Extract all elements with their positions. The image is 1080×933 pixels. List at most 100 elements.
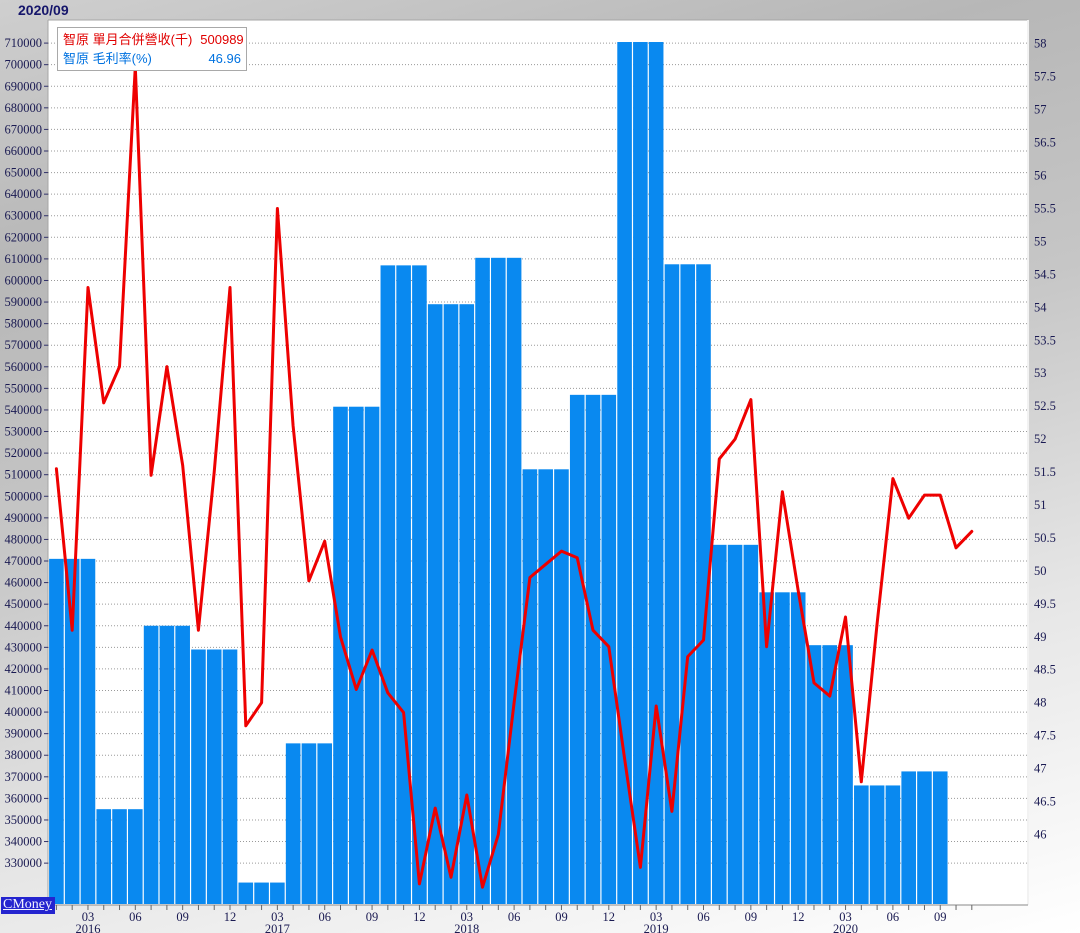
svg-text:600000: 600000 [5, 273, 43, 287]
svg-text:47: 47 [1034, 762, 1047, 776]
cmoney-watermark[interactable]: CMoney [1, 897, 55, 914]
svg-text:540000: 540000 [5, 403, 43, 417]
svg-text:460000: 460000 [5, 576, 43, 590]
svg-text:590000: 590000 [5, 295, 43, 309]
svg-text:03: 03 [839, 910, 852, 924]
svg-text:49: 49 [1034, 630, 1047, 644]
svg-text:700000: 700000 [5, 58, 43, 72]
svg-text:2019: 2019 [644, 922, 669, 933]
svg-text:340000: 340000 [5, 835, 43, 849]
svg-text:440000: 440000 [5, 619, 43, 633]
svg-text:530000: 530000 [5, 425, 43, 439]
svg-text:03: 03 [461, 910, 474, 924]
svg-text:510000: 510000 [5, 468, 43, 482]
svg-text:46: 46 [1034, 827, 1047, 841]
legend-margin-label: 智原 毛利率(%) [63, 51, 152, 66]
svg-text:57.5: 57.5 [1034, 70, 1056, 84]
svg-text:360000: 360000 [5, 791, 43, 805]
svg-text:09: 09 [366, 910, 379, 924]
svg-text:06: 06 [129, 910, 142, 924]
svg-text:380000: 380000 [5, 748, 43, 762]
svg-text:2018: 2018 [454, 922, 479, 933]
svg-text:46.5: 46.5 [1034, 795, 1056, 809]
svg-text:53: 53 [1034, 366, 1047, 380]
svg-text:680000: 680000 [5, 101, 43, 115]
svg-text:03: 03 [271, 910, 284, 924]
svg-text:50.5: 50.5 [1034, 531, 1056, 545]
svg-text:47.5: 47.5 [1034, 729, 1056, 743]
current-period-label: 2020/09 [18, 2, 69, 18]
svg-text:58: 58 [1034, 37, 1047, 51]
svg-text:650000: 650000 [5, 166, 43, 180]
legend-margin-value: 46.96 [208, 51, 241, 66]
svg-text:51: 51 [1034, 498, 1047, 512]
svg-text:09: 09 [176, 910, 189, 924]
plot-frame [47, 19, 1029, 905]
svg-text:2016: 2016 [75, 922, 100, 933]
svg-text:03: 03 [650, 910, 663, 924]
svg-text:640000: 640000 [5, 187, 43, 201]
legend-revenue-value: 500989 [200, 32, 244, 47]
svg-text:52: 52 [1034, 432, 1047, 446]
svg-text:54.5: 54.5 [1034, 267, 1056, 281]
svg-text:480000: 480000 [5, 532, 43, 546]
svg-text:57: 57 [1034, 103, 1047, 117]
svg-text:52.5: 52.5 [1034, 399, 1056, 413]
svg-text:12: 12 [413, 910, 426, 924]
svg-text:50: 50 [1034, 564, 1047, 578]
svg-text:580000: 580000 [5, 317, 43, 331]
bars [49, 42, 948, 905]
svg-text:500000: 500000 [5, 489, 43, 503]
svg-text:12: 12 [603, 910, 616, 924]
svg-text:06: 06 [508, 910, 521, 924]
svg-text:56: 56 [1034, 169, 1047, 183]
svg-text:710000: 710000 [5, 36, 43, 50]
svg-text:450000: 450000 [5, 597, 43, 611]
svg-text:09: 09 [555, 910, 568, 924]
svg-text:490000: 490000 [5, 511, 43, 525]
legend: 智原 單月合併營收(千) 500989 智原 毛利率(%) 46.96 [57, 27, 247, 71]
svg-text:09: 09 [745, 910, 758, 924]
svg-text:630000: 630000 [5, 209, 43, 223]
svg-text:2017: 2017 [265, 922, 290, 933]
svg-text:390000: 390000 [5, 727, 43, 741]
svg-text:49.5: 49.5 [1034, 597, 1056, 611]
svg-text:12: 12 [792, 910, 805, 924]
svg-text:610000: 610000 [5, 252, 43, 266]
svg-text:400000: 400000 [5, 705, 43, 719]
svg-text:06: 06 [887, 910, 900, 924]
legend-row-revenue: 智原 單月合併營收(千) 500989 [63, 30, 244, 49]
revenue-line [54, 65, 974, 889]
svg-text:03: 03 [82, 910, 95, 924]
svg-text:620000: 620000 [5, 230, 43, 244]
svg-text:330000: 330000 [5, 856, 43, 870]
svg-text:06: 06 [318, 910, 331, 924]
svg-text:55.5: 55.5 [1034, 201, 1056, 215]
svg-text:520000: 520000 [5, 446, 43, 460]
svg-text:48: 48 [1034, 696, 1047, 710]
right-axis-labels: 46 46.5 47 47.5 48 48.5 49 49.5 50 50.5 51 51.5 52 52… [1034, 37, 1056, 842]
svg-text:48.5: 48.5 [1034, 663, 1056, 677]
svg-text:570000: 570000 [5, 338, 43, 352]
svg-text:660000: 660000 [5, 144, 43, 158]
left-axis-labels: 330000 340000 350000 360000 370000 380000 3900… [5, 36, 48, 870]
svg-text:470000: 470000 [5, 554, 43, 568]
svg-text:56.5: 56.5 [1034, 136, 1056, 150]
svg-text:430000: 430000 [5, 640, 43, 654]
svg-text:410000: 410000 [5, 683, 43, 697]
svg-text:55: 55 [1034, 234, 1047, 248]
svg-text:350000: 350000 [5, 813, 43, 827]
svg-text:370000: 370000 [5, 770, 43, 784]
legend-row-margin: 智原 毛利率(%) 46.96 [63, 49, 241, 68]
svg-text:420000: 420000 [5, 662, 43, 676]
svg-text:53.5: 53.5 [1034, 333, 1056, 347]
svg-text:2020: 2020 [833, 922, 858, 933]
svg-text:550000: 550000 [5, 381, 43, 395]
svg-text:09: 09 [934, 910, 947, 924]
legend-revenue-label: 智原 單月合併營收(千) [63, 32, 193, 47]
svg-text:06: 06 [697, 910, 710, 924]
svg-text:51.5: 51.5 [1034, 465, 1056, 479]
